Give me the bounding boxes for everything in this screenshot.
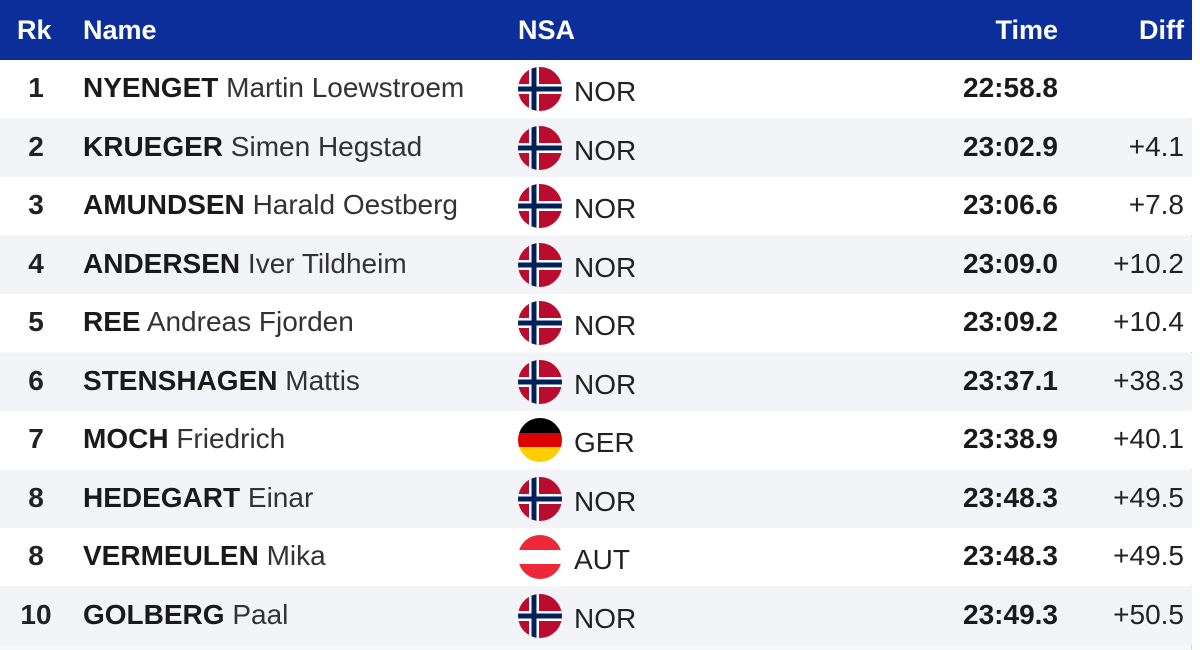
nsa-code: NOR <box>574 193 637 224</box>
athlete-given-name: Einar <box>247 481 314 513</box>
athlete-name-link[interactable]: MOCH Friedrich <box>83 423 285 455</box>
table-row[interactable]: 1 NYENGET Martin Loewstroem NOR 22:58.8 <box>0 60 1192 118</box>
norway-flag-icon <box>518 593 562 638</box>
rank-cell: 8 <box>28 540 44 571</box>
athlete-given-name: Paal <box>232 598 289 630</box>
norway-flag-icon <box>518 359 562 404</box>
athlete-given-name: Friedrich <box>176 423 286 454</box>
diff-cell: +40.1 <box>1113 423 1184 454</box>
athlete-surname: REE <box>83 306 141 337</box>
header-time[interactable]: Time <box>995 15 1058 45</box>
athlete-name-link[interactable]: REE Andreas Fjorden <box>83 306 354 338</box>
time-cell: 23:02.9 <box>963 130 1058 162</box>
athlete-surname: HEDEGART <box>83 481 241 513</box>
athlete-surname: KRUEGER <box>83 130 224 162</box>
time-cell: 23:49.3 <box>963 598 1058 630</box>
nsa-code: NOR <box>574 368 637 400</box>
diff-cell: +7.8 <box>1128 189 1184 220</box>
table-row[interactable]: 5 REE Andreas Fjorden NOR 23:09.2 +10.4 <box>0 294 1192 352</box>
nsa-code: NOR <box>574 76 637 107</box>
nsa-code: NOR <box>574 251 637 283</box>
table-row[interactable]: 3 AMUNDSEN Harald Oestberg NOR 23:06.6 +7.8 <box>0 177 1192 235</box>
athlete-given-name: Simen Hegstad <box>230 130 423 162</box>
norway-flag-icon <box>518 301 562 345</box>
time-cell: 23:09.0 <box>963 247 1058 279</box>
germany-flag-icon <box>518 418 562 462</box>
table-row[interactable]: 4 ANDERSEN Iver Tildheim NOR 23:09.0 +10.2 <box>0 235 1192 294</box>
rank-cell: 5 <box>28 306 44 337</box>
rank-cell: 7 <box>28 423 44 454</box>
nsa-code: NOR <box>574 134 637 166</box>
rank-cell: 6 <box>28 364 44 396</box>
time-cell: 23:37.1 <box>963 364 1058 396</box>
table-header: Rk Name NSA Time Diff <box>0 0 1192 60</box>
nsa-code: GER <box>574 427 635 458</box>
time-cell: 23:38.9 <box>963 423 1058 454</box>
athlete-given-name: Mattis <box>285 364 360 396</box>
athlete-given-name: Harald Oestberg <box>252 189 458 220</box>
diff-cell: +50.5 <box>1113 598 1184 630</box>
rank-cell: 1 <box>28 72 44 103</box>
norway-flag-icon <box>518 242 562 287</box>
athlete-surname: VERMEULEN <box>83 540 259 571</box>
norway-flag-icon <box>518 476 562 521</box>
nsa-code: NOR <box>574 602 637 634</box>
athlete-name-link[interactable]: VERMEULEN Mika <box>83 540 326 572</box>
athlete-name-link[interactable]: ANDERSEN Iver Tildheim <box>83 248 407 280</box>
header-diff[interactable]: Diff <box>1139 15 1184 45</box>
table-row[interactable]: 8 HEDEGART Einar NOR 23:48.3 +49.5 <box>0 469 1192 528</box>
rank-cell: 4 <box>28 247 44 279</box>
table-row[interactable]: 6 STENSHAGEN Mattis NOR 23:37.1 +38.3 <box>0 352 1192 411</box>
header-rank[interactable]: Rk <box>17 15 52 45</box>
athlete-surname: NYENGET <box>83 72 219 103</box>
rank-cell: 2 <box>28 130 44 162</box>
table-row[interactable]: 10 GOLBERG Paal NOR 23:49.3 +50.5 <box>0 586 1192 645</box>
diff-cell: +49.5 <box>1113 481 1184 513</box>
time-cell: 23:06.6 <box>963 189 1058 220</box>
diff-cell: +10.4 <box>1113 306 1184 337</box>
time-cell: 23:09.2 <box>963 306 1058 337</box>
nsa-code: NOR <box>574 310 637 341</box>
athlete-given-name: Iver Tildheim <box>247 247 407 279</box>
athlete-given-name: Andreas Fjorden <box>146 306 354 337</box>
table-row[interactable]: 8 VERMEULEN Mika AUT 23:48.3 +49.5 <box>0 528 1192 586</box>
nsa-code: AUT <box>574 544 630 575</box>
header-nsa[interactable]: NSA <box>518 15 576 45</box>
athlete-name-link[interactable]: KRUEGER Simen Hegstad <box>83 131 422 163</box>
athlete-surname: AMUNDSEN <box>83 189 245 220</box>
athlete-name-link[interactable]: STENSHAGEN Mattis <box>83 365 360 397</box>
athlete-name-link[interactable]: GOLBERG Paal <box>83 599 288 631</box>
nsa-code: NOR <box>574 485 637 517</box>
diff-cell: +4.1 <box>1128 130 1184 162</box>
austria-flag-icon <box>518 535 562 579</box>
norway-flag-icon <box>518 67 562 111</box>
rank-cell: 8 <box>28 481 44 513</box>
athlete-surname: ANDERSEN <box>83 247 241 279</box>
rank-cell: 3 <box>28 189 44 220</box>
time-cell: 22:58.8 <box>963 72 1058 103</box>
table-row[interactable]: 7 MOCH Friedrich GER 23:38.9 +40.1 <box>0 411 1192 469</box>
header-name[interactable]: Name <box>83 15 157 45</box>
diff-cell: +49.5 <box>1113 540 1184 571</box>
athlete-name-link[interactable]: HEDEGART Einar <box>83 482 313 514</box>
diff-cell: +38.3 <box>1113 364 1184 396</box>
diff-cell: +10.2 <box>1113 247 1184 279</box>
athlete-surname: MOCH <box>83 423 169 454</box>
athlete-name-link[interactable]: NYENGET Martin Loewstroem <box>83 72 464 104</box>
table-row[interactable]: 2 KRUEGER Simen Hegstad NOR 23:02.9 +4.1 <box>0 118 1192 177</box>
time-cell: 23:48.3 <box>963 481 1058 513</box>
rank-cell: 10 <box>20 598 52 630</box>
athlete-surname: GOLBERG <box>83 598 225 630</box>
athlete-given-name: Mika <box>266 540 326 571</box>
athlete-given-name: Martin Loewstroem <box>226 72 465 103</box>
athlete-surname: STENSHAGEN <box>83 364 278 396</box>
norway-flag-icon <box>518 184 562 228</box>
norway-flag-icon <box>518 125 562 170</box>
athlete-name-link[interactable]: AMUNDSEN Harald Oestberg <box>83 189 458 221</box>
time-cell: 23:48.3 <box>963 540 1058 571</box>
